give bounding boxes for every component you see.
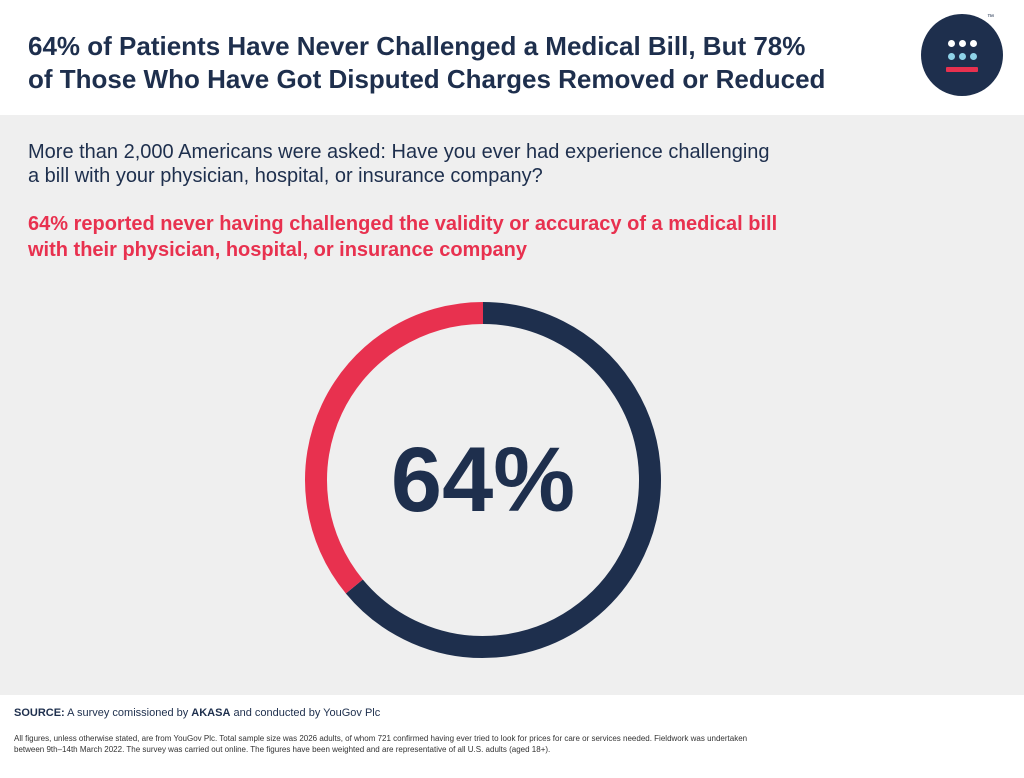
logo-bar bbox=[946, 67, 978, 72]
logo-dot bbox=[970, 40, 977, 47]
footnote: All figures, unless otherwise stated, ar… bbox=[14, 733, 1004, 755]
logo-dot bbox=[959, 40, 966, 47]
footnote-line-1: All figures, unless otherwise stated, ar… bbox=[14, 734, 748, 743]
page-title: 64% of Patients Have Never Challenged a … bbox=[28, 30, 908, 96]
donut-center-label: 64% bbox=[391, 429, 575, 531]
logo-dot bbox=[970, 53, 977, 60]
title-line-1: 64% of Patients Have Never Challenged a … bbox=[28, 31, 806, 61]
donut-slice bbox=[345, 302, 661, 658]
header: 64% of Patients Have Never Challenged a … bbox=[0, 0, 1024, 115]
source-brand: AKASA bbox=[191, 707, 231, 719]
trademark-mark: ™ bbox=[987, 14, 994, 21]
source-line: SOURCE: A survey comissioned by AKASA an… bbox=[14, 707, 380, 719]
source-text-end: and conducted by YouGov Plc bbox=[230, 707, 381, 719]
source-label: SOURCE: bbox=[14, 707, 65, 719]
logo-dot bbox=[948, 53, 955, 60]
question-line-2: a bill with your physician, hospital, or… bbox=[28, 165, 543, 187]
content-panel bbox=[0, 115, 1024, 695]
donut-slice bbox=[305, 302, 484, 594]
finding-line-2: with their physician, hospital, or insur… bbox=[28, 239, 527, 261]
footnote-line-2: between 9th–14th March 2022. The survey … bbox=[14, 745, 551, 754]
logo-dot bbox=[948, 40, 955, 47]
logo-dot bbox=[959, 53, 966, 60]
source-text: A survey comissioned by bbox=[64, 707, 192, 719]
finding-line-1: 64% reported never having challenged the… bbox=[28, 213, 778, 235]
survey-question: More than 2,000 Americans were asked: Ha… bbox=[28, 140, 968, 188]
key-finding: 64% reported never having challenged the… bbox=[28, 211, 988, 263]
footer bbox=[0, 695, 1024, 778]
title-line-2: of Those Who Have Got Disputed Charges R… bbox=[28, 64, 826, 94]
brand-logo bbox=[921, 14, 1003, 96]
question-line-1: More than 2,000 Americans were asked: Ha… bbox=[28, 141, 770, 163]
